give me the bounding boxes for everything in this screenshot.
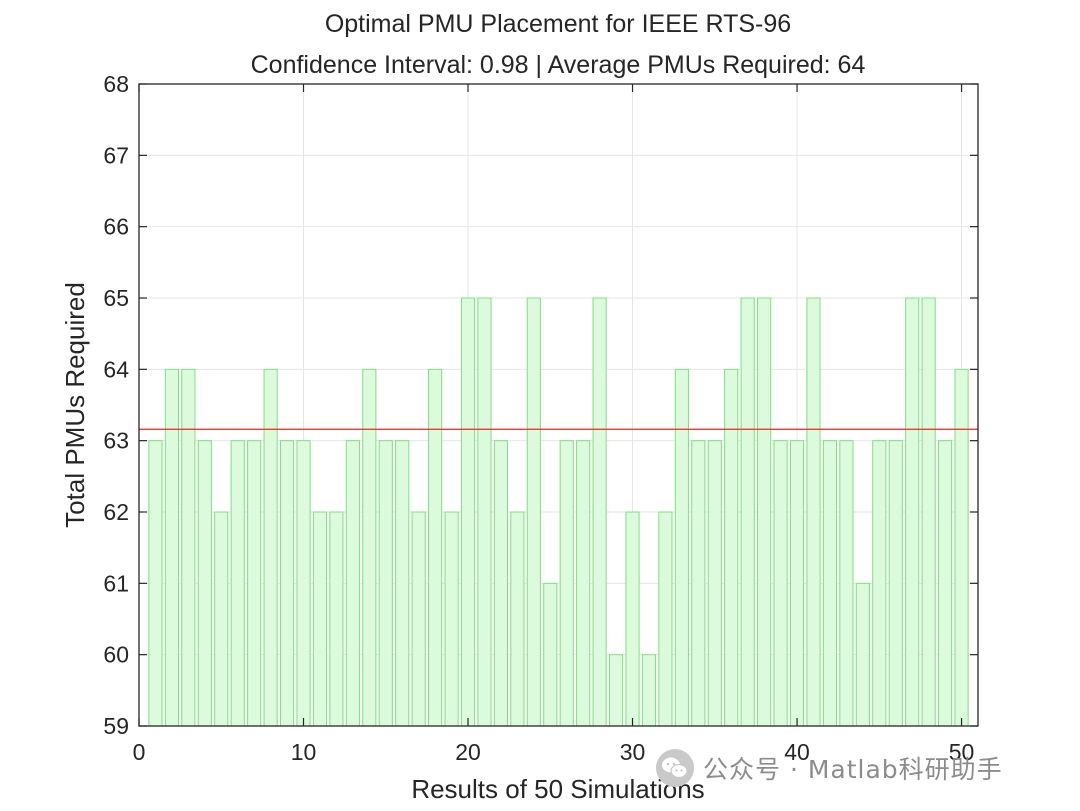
bar xyxy=(905,297,920,727)
bar xyxy=(789,440,805,727)
y-axis-label: Total PMUs Required xyxy=(60,282,90,528)
y-tick-label: 62 xyxy=(103,499,129,525)
bar xyxy=(395,440,410,727)
bar xyxy=(214,511,229,727)
watermark-text: 公众号 · Matlab科研助手 xyxy=(703,755,1003,784)
bar xyxy=(773,440,788,727)
bar xyxy=(181,368,196,727)
bar xyxy=(164,368,179,727)
bar xyxy=(559,440,574,727)
bar xyxy=(493,440,509,727)
bar xyxy=(938,440,953,727)
bar xyxy=(822,440,838,727)
y-tick-label: 59 xyxy=(103,713,129,739)
x-tick-label: 30 xyxy=(620,739,646,765)
bar xyxy=(411,511,426,727)
x-tick-label: 50 xyxy=(949,739,975,765)
chart-subtitle: Confidence Interval: 0.98 | Average PMUs… xyxy=(251,51,866,79)
y-tick-label: 60 xyxy=(103,642,129,668)
x-tick-label: 10 xyxy=(291,739,317,765)
y-tick-label: 65 xyxy=(103,285,129,311)
bar xyxy=(428,368,443,727)
bar xyxy=(691,440,706,727)
bar xyxy=(510,511,525,727)
bar xyxy=(247,440,262,727)
chart-title: Optimal PMU Placement for IEEE RTS-96 xyxy=(325,10,791,38)
bar xyxy=(674,368,689,727)
bar xyxy=(921,297,936,727)
x-tick-label: 40 xyxy=(784,739,810,765)
y-tick-label: 63 xyxy=(103,428,129,454)
bar xyxy=(477,297,492,727)
y-tick-label: 64 xyxy=(103,356,129,382)
x-tick-label: 20 xyxy=(455,739,481,765)
y-tick-label: 66 xyxy=(103,214,129,240)
bar xyxy=(872,440,887,727)
bar xyxy=(312,511,328,727)
bar xyxy=(329,511,344,727)
bar xyxy=(592,297,607,727)
x-axis-label: Results of 50 Simulations xyxy=(411,774,704,804)
x-tick-label: 0 xyxy=(133,739,146,765)
bar xyxy=(576,440,591,727)
bar xyxy=(444,511,459,727)
bar xyxy=(757,297,772,727)
bar xyxy=(625,511,640,727)
ticks xyxy=(138,83,978,727)
bar xyxy=(362,368,377,727)
bar xyxy=(806,297,821,727)
bar xyxy=(279,440,295,727)
wechat-icon xyxy=(656,749,694,787)
bar xyxy=(345,440,360,727)
tick-labels: 0 10 20 30 40 50 59 60 61 62 63 64 65 66 67 68 xyxy=(103,71,974,765)
bar xyxy=(460,297,476,727)
bar xyxy=(543,582,558,727)
y-tick-label: 61 xyxy=(103,570,129,596)
bar xyxy=(641,654,657,727)
bar xyxy=(230,440,245,727)
bar xyxy=(724,368,739,727)
bar xyxy=(296,440,311,727)
bar xyxy=(263,368,278,727)
bar xyxy=(526,297,541,727)
bar xyxy=(197,440,212,727)
bar xyxy=(658,511,673,727)
plot-area xyxy=(138,83,979,727)
bar xyxy=(148,440,163,727)
bar xyxy=(707,440,722,727)
bar xyxy=(839,440,854,727)
bar-series xyxy=(148,297,969,727)
bar xyxy=(855,582,870,727)
bar xyxy=(888,440,903,727)
y-tick-label: 68 xyxy=(103,71,129,97)
bar xyxy=(954,368,969,727)
bar xyxy=(378,440,393,727)
y-tick-label: 67 xyxy=(103,142,129,168)
bar xyxy=(740,297,755,727)
watermark: 公众号 · Matlab科研助手 xyxy=(655,748,1003,788)
bar xyxy=(608,654,624,727)
